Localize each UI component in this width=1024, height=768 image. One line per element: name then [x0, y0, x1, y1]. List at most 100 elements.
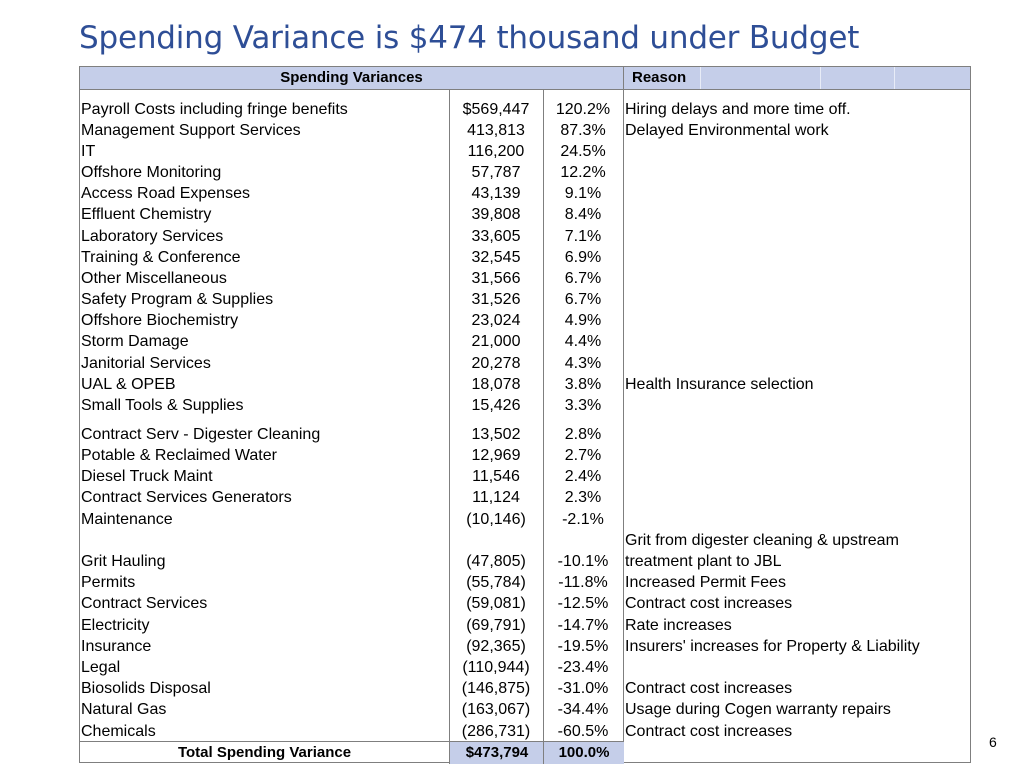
row-amount: 12,969	[471, 447, 521, 464]
row-amount: 116,200	[467, 143, 525, 160]
row-amount: (146,875)	[461, 680, 531, 697]
row-label: Legal	[81, 659, 121, 676]
header-divider	[700, 67, 701, 89]
row-reason: Insurers' increases for Property & Liabi…	[625, 638, 920, 655]
row-amount: (163,067)	[461, 701, 531, 718]
row-amount: (69,791)	[466, 617, 526, 634]
row-reason: Usage during Cogen warranty repairs	[625, 701, 891, 718]
row-percent: 3.8%	[564, 376, 602, 393]
row-percent: -34.4%	[557, 701, 609, 718]
row-reason: Delayed Environmental work	[625, 122, 829, 139]
row-label: Safety Program & Supplies	[81, 291, 274, 308]
row-amount: (110,944)	[462, 659, 530, 676]
row-reason: Contract cost increases	[625, 723, 793, 740]
row-percent: 12.2%	[560, 164, 606, 181]
row-percent: -23.4%	[557, 659, 609, 676]
row-label: Access Road Expenses	[81, 185, 250, 202]
header-divider	[820, 67, 821, 89]
row-amount: 57,787	[471, 164, 521, 181]
column-divider	[449, 90, 450, 741]
total-label: Total Spending Variance	[177, 744, 352, 761]
row-percent: -14.7%	[557, 617, 609, 634]
header-reason-label: Reason	[632, 69, 687, 86]
row-percent: 2.8%	[564, 426, 602, 443]
row-amount: 13,502	[471, 426, 521, 443]
row-label: Laboratory Services	[81, 228, 224, 245]
row-amount: (55,784)	[466, 574, 526, 591]
header-divider	[894, 67, 895, 89]
header-spending-variances: Spending Variances	[80, 67, 623, 90]
row-reason: Contract cost increases	[625, 595, 793, 612]
row-label: Effluent Chemistry	[81, 206, 212, 223]
row-reason: Contract cost increases	[625, 680, 793, 697]
page-number: 6	[989, 734, 997, 750]
row-label: Diesel Truck Maint	[81, 468, 213, 485]
row-label: Storm Damage	[81, 333, 189, 350]
row-amount: 413,813	[467, 122, 525, 139]
row-percent: 4.4%	[564, 333, 602, 350]
row-label: Chemicals	[81, 723, 156, 740]
row-percent: -12.5%	[557, 595, 609, 612]
row-label: Insurance	[81, 638, 152, 655]
row-amount: 39,808	[471, 206, 521, 223]
row-percent: -19.5%	[557, 638, 609, 655]
row-amount: $569,447	[462, 101, 530, 118]
row-amount: 21,000	[471, 333, 521, 350]
row-amount: 15,426	[471, 397, 521, 414]
row-percent: 6.7%	[564, 291, 602, 308]
row-percent: -11.8%	[558, 574, 608, 591]
row-percent: 120.2%	[555, 101, 611, 118]
row-percent: 4.3%	[564, 355, 602, 372]
row-reason: Hiring delays and more time off.	[625, 101, 851, 118]
row-percent: 8.4%	[564, 206, 602, 223]
total-percent: 100.0%	[543, 742, 624, 764]
row-label: Offshore Monitoring	[81, 164, 222, 181]
row-label: Electricity	[81, 617, 150, 634]
row-label: Management Support Services	[81, 122, 301, 139]
row-amount: (47,805)	[466, 553, 526, 570]
row-label: Small Tools & Supplies	[81, 397, 244, 414]
row-amount: 31,566	[471, 270, 521, 287]
row-percent: -60.5%	[557, 723, 609, 740]
row-percent: 87.3%	[560, 122, 606, 139]
row-reason-line1: Grit from digester cleaning & upstream	[625, 532, 899, 549]
row-amount: 11,546	[472, 468, 520, 485]
row-label: Potable & Reclaimed Water	[81, 447, 277, 464]
row-label: Contract Services	[81, 595, 208, 612]
row-percent: 2.3%	[564, 489, 602, 506]
row-reason: treatment plant to JBL	[625, 553, 782, 570]
row-amount: 11,124	[472, 489, 520, 506]
column-divider	[623, 90, 624, 762]
row-percent: 24.5%	[560, 143, 606, 160]
row-label: Contract Serv - Digester Cleaning	[81, 426, 321, 443]
row-label: Contract Services Generators	[81, 489, 292, 506]
row-amount: 31,526	[471, 291, 521, 308]
row-percent: 2.7%	[564, 447, 602, 464]
row-percent: -10.1%	[557, 553, 609, 570]
row-percent: 7.1%	[564, 228, 602, 245]
row-amount: (286,731)	[461, 723, 531, 740]
row-label: Training & Conference	[81, 249, 241, 266]
row-percent: 3.3%	[564, 397, 602, 414]
row-reason: Increased Permit Fees	[625, 574, 786, 591]
row-percent: 4.9%	[564, 312, 602, 329]
row-label: Natural Gas	[81, 701, 167, 718]
row-amount: 33,605	[471, 228, 521, 245]
total-amount: $473,794	[449, 742, 544, 764]
row-amount: (92,365)	[466, 638, 526, 655]
row-percent: 6.9%	[564, 249, 602, 266]
spending-variance-table: Spending Variances Reason Payroll Costs …	[79, 66, 971, 764]
column-divider	[543, 90, 544, 741]
row-label: Biosolids Disposal	[81, 680, 211, 697]
header-reason: Reason	[623, 67, 970, 90]
row-amount: (10,146)	[466, 511, 526, 528]
row-percent: 2.4%	[564, 468, 602, 485]
row-label: Other Miscellaneous	[81, 270, 227, 287]
row-label: UAL & OPEB	[81, 376, 176, 393]
row-amount: 20,278	[471, 355, 521, 372]
row-amount: 32,545	[471, 249, 521, 266]
row-percent: 9.1%	[564, 185, 602, 202]
row-amount: 43,139	[471, 185, 521, 202]
page-title: Spending Variance is $474 thousand under…	[79, 20, 860, 56]
row-amount: 23,024	[471, 312, 521, 329]
